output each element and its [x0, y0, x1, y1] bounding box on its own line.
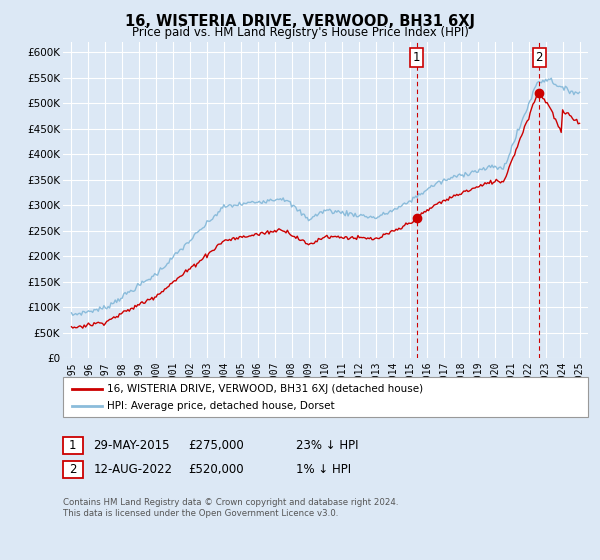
Text: 1% ↓ HPI: 1% ↓ HPI	[296, 463, 351, 476]
Text: 16, WISTERIA DRIVE, VERWOOD, BH31 6XJ (detached house): 16, WISTERIA DRIVE, VERWOOD, BH31 6XJ (d…	[107, 384, 423, 394]
Text: 16, WISTERIA DRIVE, VERWOOD, BH31 6XJ: 16, WISTERIA DRIVE, VERWOOD, BH31 6XJ	[125, 14, 475, 29]
Text: 2: 2	[535, 51, 543, 64]
Text: £520,000: £520,000	[188, 463, 244, 476]
Text: £275,000: £275,000	[188, 438, 244, 452]
Text: 1: 1	[413, 51, 421, 64]
Text: Contains HM Land Registry data © Crown copyright and database right 2024.
This d: Contains HM Land Registry data © Crown c…	[63, 498, 398, 518]
Text: 1: 1	[69, 438, 77, 452]
Text: Price paid vs. HM Land Registry's House Price Index (HPI): Price paid vs. HM Land Registry's House …	[131, 26, 469, 39]
Text: 29-MAY-2015: 29-MAY-2015	[94, 438, 170, 452]
Text: 23% ↓ HPI: 23% ↓ HPI	[296, 438, 358, 452]
Text: 2: 2	[69, 463, 77, 476]
Text: HPI: Average price, detached house, Dorset: HPI: Average price, detached house, Dors…	[107, 401, 334, 411]
Text: 12-AUG-2022: 12-AUG-2022	[94, 463, 173, 476]
